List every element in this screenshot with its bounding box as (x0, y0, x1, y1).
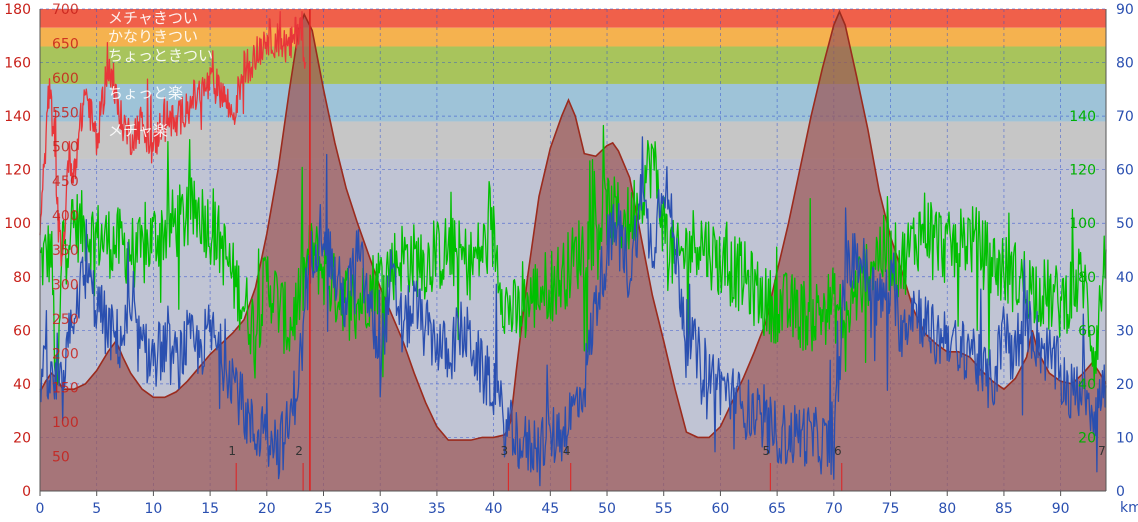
x-tick-label-12: 60 (712, 501, 730, 517)
cadence-line (39, 136, 1107, 487)
left-tick-label-2: 40 (13, 377, 31, 393)
x-tick-label-2: 10 (144, 501, 162, 517)
zone-label-4: メチャ楽 (108, 121, 168, 139)
x-tick-label-16: 80 (938, 501, 956, 517)
right-outer-tick-label-0: 0 (1116, 484, 1125, 500)
lap-markers: 1 2 3 4 5 6 7 (228, 9, 1107, 491)
x-tick-label-7: 35 (428, 501, 446, 517)
power-tick-label-9: 500 (52, 140, 79, 156)
speed-line (39, 124, 1107, 386)
lap-marker-label-3: 3 (501, 444, 509, 458)
zone-band-0 (40, 9, 1106, 28)
x-tick-label-17: 85 (995, 501, 1013, 517)
right-inner-tick-label-1: 40 (1078, 377, 1096, 393)
right-outer-tick-label-1: 10 (1116, 430, 1134, 446)
right-inner-tick-label-5: 120 (1069, 163, 1096, 179)
left-tick-label-3: 60 (13, 323, 31, 339)
zone-label-3: ちょっと楽 (108, 84, 183, 102)
left-tick-label-9: 180 (4, 2, 31, 18)
x-tick-label-9: 45 (541, 501, 559, 517)
right-inner-tick-label-3: 80 (1078, 270, 1096, 286)
left-tick-label-0: 0 (22, 484, 31, 500)
power-tick-label-1: 100 (52, 415, 79, 431)
axes: 0 5 10 15 20 25 30 35 40 45 50 55 60 65 70 75 80 85 90 km02… (4, 2, 1138, 517)
right-outer-tick-label-4: 40 (1116, 270, 1134, 286)
power-tick-label-0: 50 (52, 450, 70, 466)
left-tick-label-7: 140 (4, 109, 31, 125)
power-tick-label-12: 650 (52, 36, 79, 52)
right-outer-tick-label-7: 70 (1116, 109, 1134, 125)
power-tick-label-6: 350 (52, 243, 79, 259)
power-tick-label-5: 300 (52, 277, 79, 293)
right-outer-tick-label-8: 80 (1116, 56, 1134, 72)
x-tick-label-3: 15 (201, 501, 219, 517)
power-tick-label-10: 550 (52, 105, 79, 121)
lap-marker-label-6: 6 (834, 444, 842, 458)
power-tick-label-7: 400 (52, 209, 79, 225)
x-tick-label-15: 75 (882, 501, 900, 517)
x-tick-label-13: 65 (768, 501, 786, 517)
x-tick-label-0: 0 (36, 501, 45, 517)
power-tick-label-8: 450 (52, 174, 79, 190)
zone-label-2: ちょっときつい (108, 46, 213, 64)
series-lines (39, 11, 1107, 487)
right-outer-tick-label-6: 60 (1116, 163, 1134, 179)
lap-marker-label-1: 1 (228, 444, 236, 458)
x-axis-unit: km (1120, 500, 1138, 516)
power-tick-label-3: 200 (52, 346, 79, 362)
power-tick-label-13: 700 (52, 2, 79, 18)
zone-label-1: かなりきつい (108, 28, 198, 46)
right-inner-tick-label-4: 100 (1069, 216, 1096, 232)
power-tick-label-11: 600 (52, 71, 79, 87)
right-outer-tick-label-5: 50 (1116, 216, 1134, 232)
power-tick-label-2: 150 (52, 381, 79, 397)
right-inner-tick-label-2: 60 (1078, 323, 1096, 339)
x-tick-label-18: 90 (1052, 501, 1070, 517)
x-tick-label-11: 55 (655, 501, 673, 517)
x-tick-label-1: 5 (92, 501, 101, 517)
zone-label-0: メチャきつい (108, 9, 198, 27)
heart-rate-line (39, 11, 307, 267)
right-inner-tick-label-0: 20 (1078, 430, 1096, 446)
x-tick-label-10: 50 (598, 501, 616, 517)
power-tick-label-4: 250 (52, 312, 79, 328)
right-outer-tick-label-9: 90 (1116, 2, 1134, 18)
lap-marker-label-5: 5 (763, 444, 771, 458)
lap-marker-label-2: 2 (295, 444, 303, 458)
zone-band-1 (40, 27, 1106, 47)
right-outer-tick-label-2: 20 (1116, 377, 1134, 393)
lap-marker-label-4: 4 (563, 444, 571, 458)
x-tick-label-6: 30 (371, 501, 389, 517)
left-tick-label-5: 100 (4, 216, 31, 232)
x-tick-label-14: 70 (825, 501, 843, 517)
left-tick-label-4: 80 (13, 270, 31, 286)
lap-marker-label-7: 7 (1098, 444, 1106, 458)
right-inner-tick-label-6: 140 (1069, 109, 1096, 125)
x-tick-label-5: 25 (315, 501, 333, 517)
left-tick-label-6: 120 (4, 163, 31, 179)
x-tick-label-4: 20 (258, 501, 276, 517)
left-tick-label-1: 20 (13, 430, 31, 446)
right-outer-tick-label-3: 30 (1116, 323, 1134, 339)
x-tick-label-8: 40 (485, 501, 503, 517)
left-tick-label-8: 160 (4, 56, 31, 72)
